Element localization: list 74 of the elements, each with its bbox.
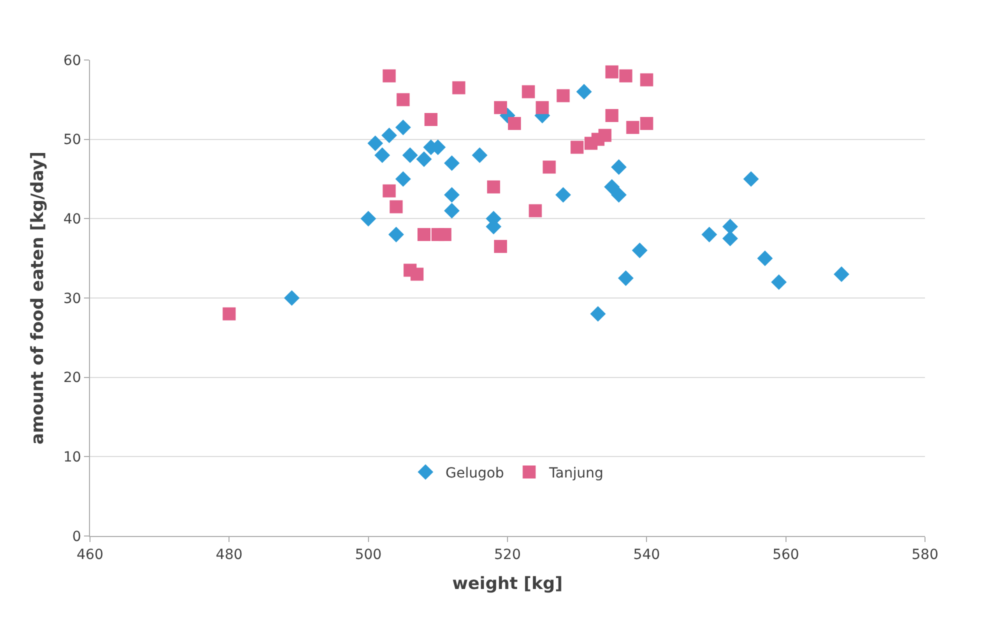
point	[418, 228, 430, 242]
point	[618, 270, 634, 286]
point	[381, 128, 398, 144]
point	[590, 306, 606, 322]
point	[570, 140, 584, 154]
point	[542, 160, 556, 174]
point	[396, 93, 410, 106]
point	[374, 147, 390, 163]
point	[508, 116, 521, 130]
point	[424, 113, 438, 126]
y-tick-label: 10	[63, 450, 82, 466]
point	[604, 179, 620, 195]
point	[722, 230, 738, 246]
x-tick-label: 460	[76, 546, 104, 563]
x-tick-label: 580	[912, 546, 938, 563]
point	[410, 268, 424, 281]
x-tick-label: 560	[772, 546, 800, 563]
point	[494, 101, 508, 114]
point	[834, 266, 850, 282]
point	[222, 307, 236, 320]
point	[284, 290, 300, 306]
point	[556, 89, 570, 102]
point	[444, 202, 460, 219]
point	[771, 274, 787, 290]
point	[536, 101, 549, 114]
point	[619, 69, 632, 82]
point	[632, 242, 648, 258]
point	[494, 240, 508, 253]
point	[388, 226, 404, 242]
point	[395, 171, 411, 187]
point	[360, 210, 376, 226]
x-axis-title: weight [kg]	[452, 574, 563, 594]
point	[444, 155, 460, 171]
legend-label: Tanjung	[548, 465, 604, 482]
point	[522, 85, 535, 98]
point	[395, 120, 411, 136]
point	[444, 187, 460, 203]
y-tick-label: 20	[63, 370, 82, 386]
x-tick-label: 540	[633, 546, 660, 563]
point	[452, 81, 466, 94]
point	[626, 120, 640, 134]
point	[487, 180, 500, 194]
point	[605, 109, 618, 122]
legend-label: Gelugob	[446, 465, 504, 482]
point	[576, 84, 592, 100]
point	[402, 147, 418, 163]
point	[611, 187, 627, 203]
point	[528, 204, 542, 218]
point	[722, 218, 738, 234]
x-tick-label: 480	[216, 546, 243, 563]
point	[472, 147, 488, 163]
y-axis-title: amount of food eaten [kg/day]	[28, 151, 48, 445]
x-tick-label: 500	[354, 546, 382, 563]
y-tick-label: 0	[72, 528, 82, 545]
point	[555, 187, 571, 203]
point	[367, 136, 384, 152]
point	[382, 69, 396, 82]
point	[743, 171, 759, 187]
x-tick-label: 520	[494, 546, 521, 563]
y-tick-label: 30	[63, 290, 82, 307]
point	[390, 200, 403, 214]
point	[382, 184, 396, 198]
y-tick-label: 60	[63, 52, 82, 69]
y-tick-label: 50	[63, 132, 82, 148]
point	[438, 228, 452, 242]
point	[640, 73, 654, 86]
point	[605, 65, 618, 78]
y-tick-label: 40	[63, 212, 82, 228]
point	[757, 250, 773, 266]
point	[598, 128, 612, 142]
point	[416, 151, 432, 167]
point	[611, 159, 627, 175]
point	[701, 226, 718, 242]
point	[640, 116, 654, 130]
